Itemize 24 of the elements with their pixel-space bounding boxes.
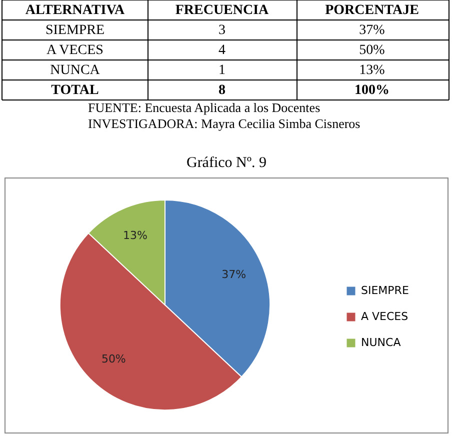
data-label: 50% (101, 352, 126, 366)
text: 13% (359, 63, 386, 78)
text: 50% (359, 43, 386, 58)
text: INVESTIGADORA: Mayra Cecilia Simba Cisneros (88, 116, 360, 131)
text: 37% (359, 23, 386, 38)
chart-title: Gráfico Nº. 9 (186, 155, 267, 171)
data-label: 37% (222, 268, 246, 282)
text: 1 (218, 63, 226, 78)
text: PORCENTAJE (325, 3, 419, 18)
text: SIEMPRE (45, 23, 105, 38)
text: 4 (218, 43, 226, 58)
text: FRECUENCIA (175, 3, 270, 18)
text: A VECES (46, 43, 104, 58)
legend-label: SIEMPRE (361, 284, 409, 297)
source-note: FUENTE: Encuesta Aplicada a los Docentes (88, 100, 320, 115)
text: ALTERNATIVA (25, 3, 126, 18)
text: TOTAL (51, 83, 99, 98)
text: NUNCA (50, 63, 101, 78)
text: 100% (354, 83, 390, 98)
legend-label: A VECES (361, 310, 408, 323)
text: 3 (218, 23, 226, 38)
data-label: 13% (122, 229, 148, 242)
legend-label: NUNCA (361, 336, 402, 349)
text: 8 (218, 83, 226, 98)
